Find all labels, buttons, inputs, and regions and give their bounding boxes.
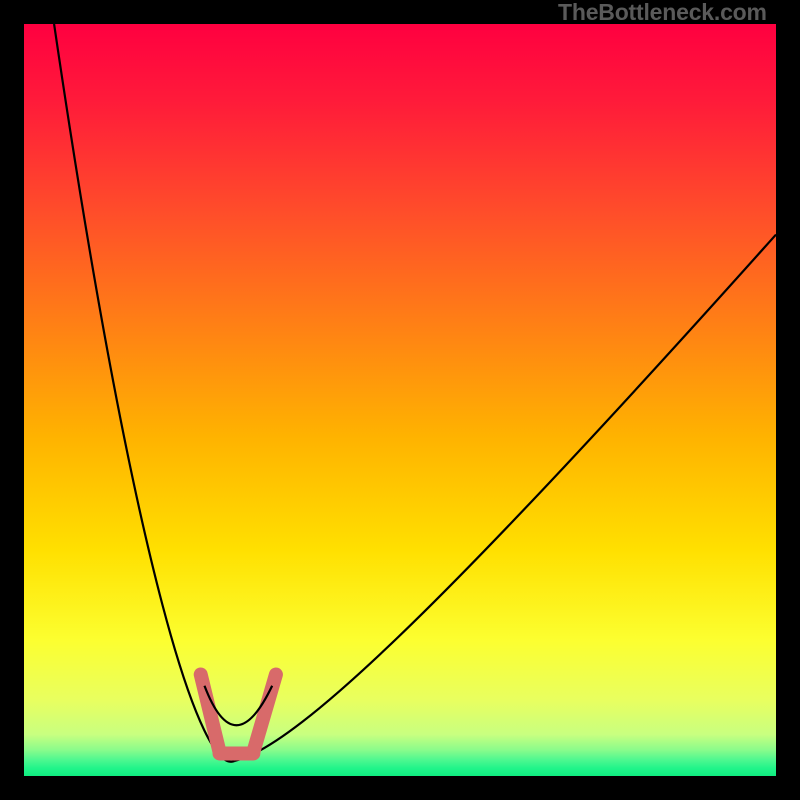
watermark-text: TheBottleneck.com (558, 0, 767, 26)
bottleneck-chart (0, 0, 800, 800)
